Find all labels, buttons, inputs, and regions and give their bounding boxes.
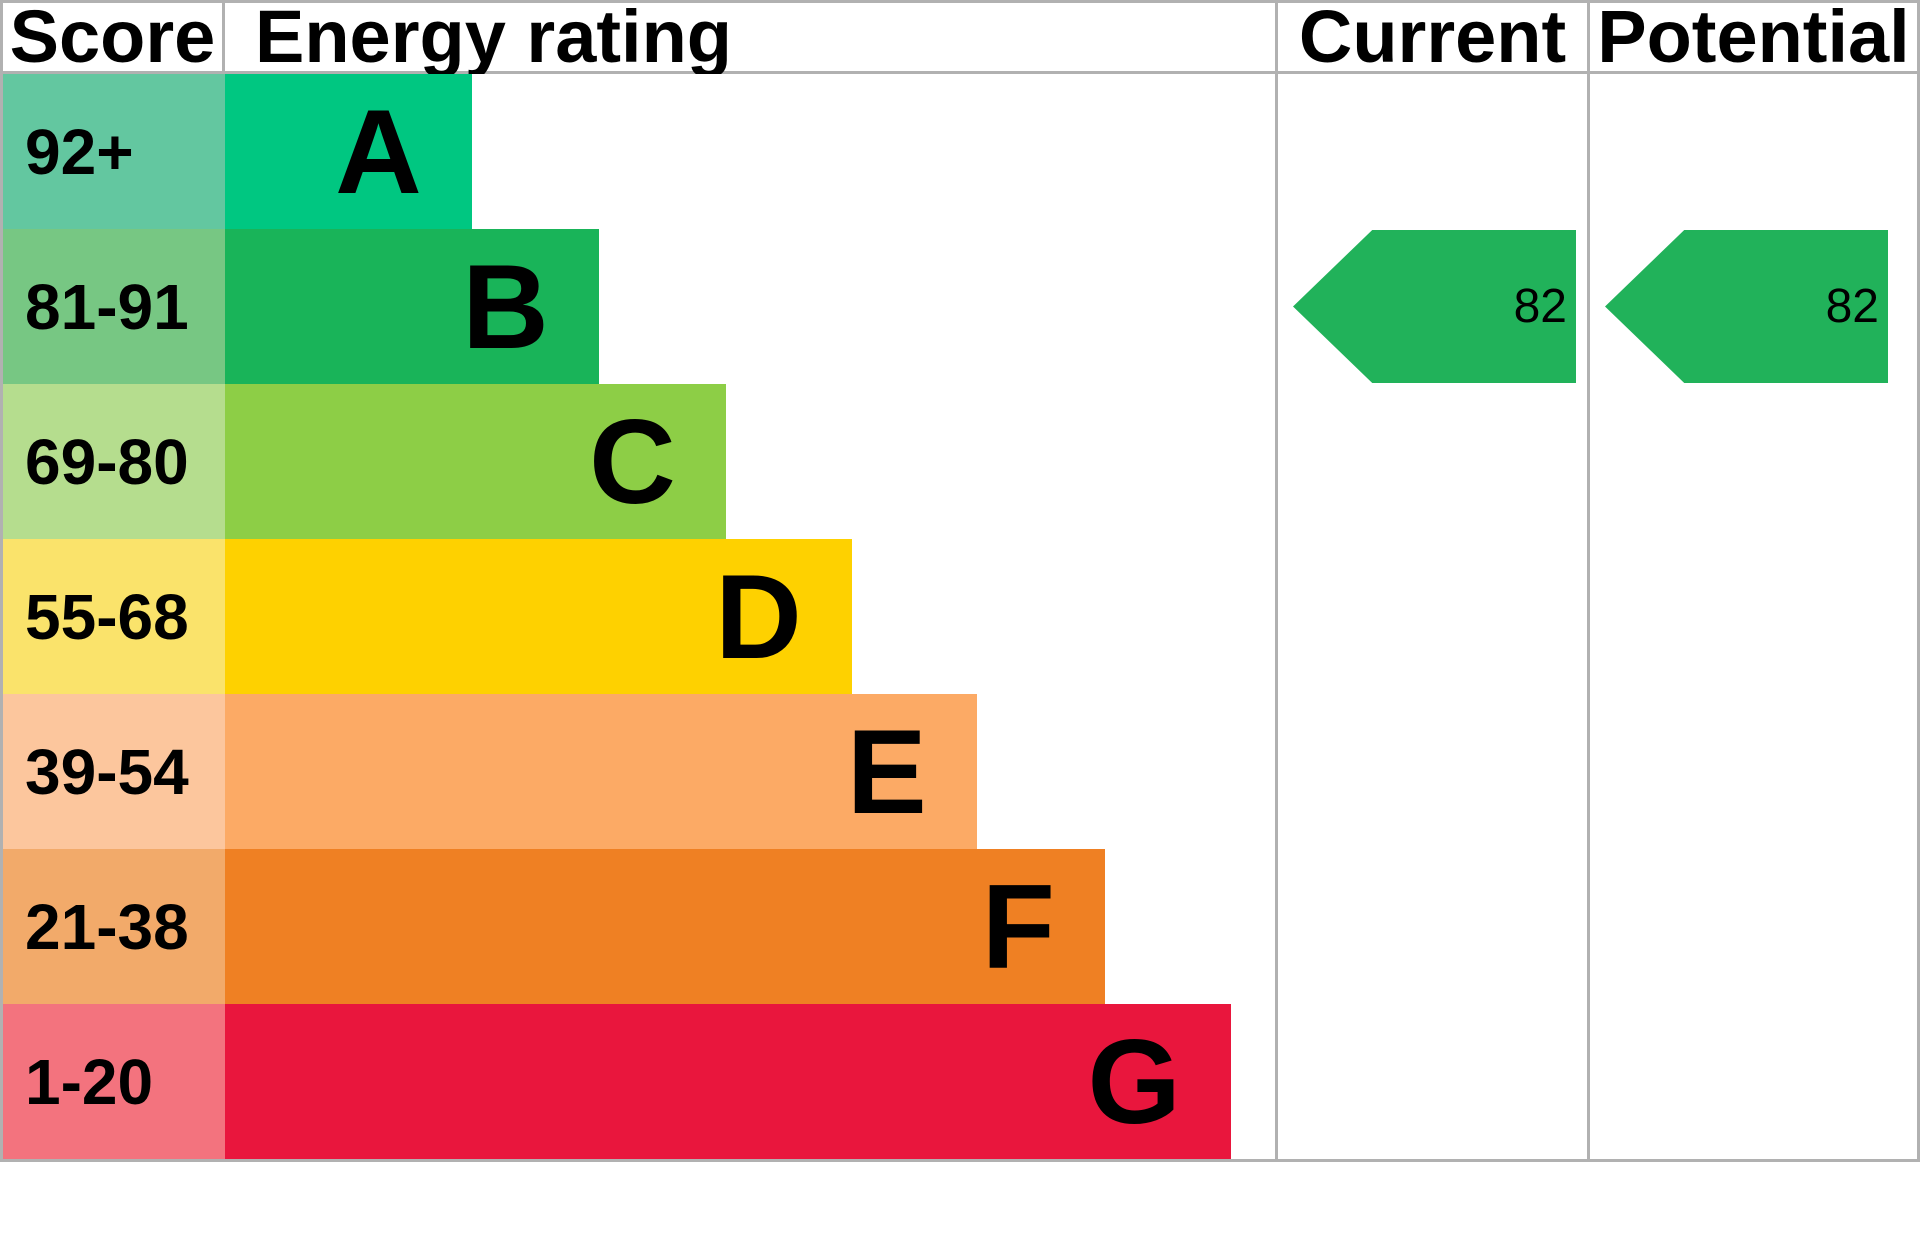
score-range-f-label: 21-38: [25, 890, 189, 963]
current-cell-g: [1278, 1004, 1590, 1159]
current-cell-e: [1278, 694, 1590, 849]
potential-cell-e: [1590, 694, 1917, 849]
potential-rating-arrow: 82: [1605, 230, 1888, 383]
rating-row-a: A: [225, 74, 1278, 229]
rating-letter-e: E: [846, 704, 927, 839]
score-header-label: Score: [9, 0, 216, 78]
rating-row-f: F: [225, 849, 1278, 1004]
energy-rating-header-label: Energy rating: [255, 0, 732, 78]
current-header-label: Current: [1298, 0, 1567, 78]
energy-rating-column-header: Energy rating: [225, 0, 1278, 78]
potential-header-label: Potential: [1597, 0, 1910, 78]
rating-letter-g: G: [1087, 1014, 1181, 1149]
rating-letter-d: D: [715, 549, 802, 684]
current-cell-b: 82: [1278, 229, 1590, 384]
potential-cell-c: [1590, 384, 1917, 539]
current-cell-d: [1278, 539, 1590, 694]
rating-letter-c: C: [589, 394, 676, 529]
potential-column-header: Potential: [1590, 0, 1917, 78]
epc-rating-table: Score Energy rating Current Potential 92…: [0, 0, 1920, 1162]
rating-bar-f: F: [225, 849, 1105, 1004]
current-rating-value: 82: [1513, 279, 1567, 333]
current-cell-a: [1278, 74, 1590, 229]
rating-letter-b: B: [462, 239, 549, 374]
score-range-a: 92+: [3, 74, 225, 229]
potential-cell-a: [1590, 74, 1917, 229]
score-range-a-label: 92+: [25, 115, 134, 188]
score-range-d-label: 55-68: [25, 580, 189, 653]
current-cell-f: [1278, 849, 1590, 1004]
score-range-g-label: 1-20: [25, 1045, 154, 1118]
current-cell-c: [1278, 384, 1590, 539]
current-rating-arrow: 82: [1293, 230, 1576, 383]
score-range-g: 1-20: [3, 1004, 225, 1159]
score-range-c-label: 69-80: [25, 425, 189, 498]
rating-bar-c: C: [225, 384, 726, 539]
rating-bar-b: B: [225, 229, 599, 384]
rating-letter-a: A: [335, 84, 422, 219]
score-column-header: Score: [3, 0, 225, 78]
potential-cell-g: [1590, 1004, 1917, 1159]
score-range-e-label: 39-54: [25, 735, 189, 808]
score-range-d: 55-68: [3, 539, 225, 694]
rating-row-e: E: [225, 694, 1278, 849]
score-range-f: 21-38: [3, 849, 225, 1004]
rating-row-b: B: [225, 229, 1278, 384]
score-range-c: 69-80: [3, 384, 225, 539]
rating-row-g: G: [225, 1004, 1278, 1159]
rating-bar-g: G: [225, 1004, 1231, 1159]
potential-cell-d: [1590, 539, 1917, 694]
rating-bar-a: A: [225, 74, 472, 229]
potential-rating-value: 82: [1825, 279, 1879, 333]
rating-bar-e: E: [225, 694, 977, 849]
rating-letter-f: F: [981, 859, 1055, 994]
rating-row-d: D: [225, 539, 1278, 694]
potential-cell-b: 82: [1590, 229, 1917, 384]
rating-bar-d: D: [225, 539, 852, 694]
score-range-b-label: 81-91: [25, 270, 189, 343]
rating-row-c: C: [225, 384, 1278, 539]
score-range-e: 39-54: [3, 694, 225, 849]
potential-cell-f: [1590, 849, 1917, 1004]
current-column-header: Current: [1278, 0, 1590, 78]
score-range-b: 81-91: [3, 229, 225, 384]
